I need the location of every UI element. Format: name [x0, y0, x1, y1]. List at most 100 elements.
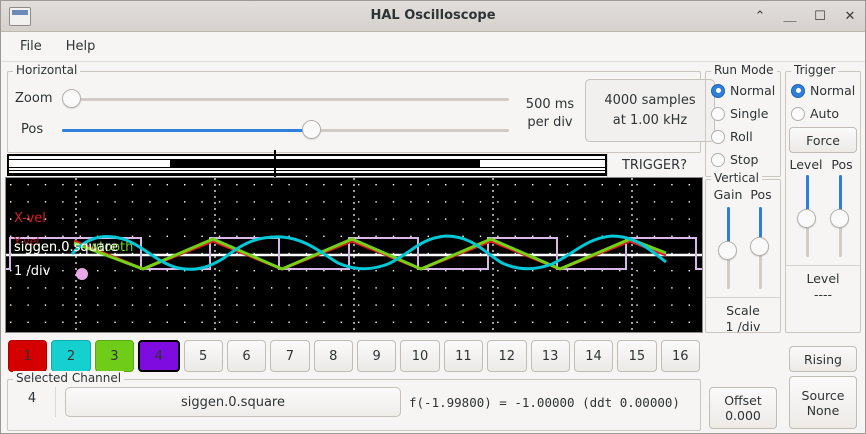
- trigger-source-value: None: [806, 402, 840, 418]
- cursor-dot: [76, 268, 88, 280]
- zoom-slider[interactable]: [62, 89, 509, 109]
- channel-button-6[interactable]: 6: [226, 340, 267, 372]
- trigger-level-slider[interactable]: [797, 175, 817, 257]
- trigger-source-button[interactable]: Source None: [789, 376, 857, 429]
- channel-button-8[interactable]: 8: [313, 340, 353, 372]
- time-per-div-unit: per div: [527, 115, 573, 130]
- trigger-level-title: Level: [806, 271, 840, 286]
- menu-help[interactable]: Help: [65, 39, 96, 54]
- vertical-separator: [706, 297, 780, 298]
- channel-button-5[interactable]: 5: [183, 340, 223, 372]
- scope-grid-verticals: [75, 178, 633, 332]
- selected-channel-legend: Selected Channel: [13, 371, 125, 385]
- vertical-pos-fill: [758, 207, 762, 245]
- force-trigger-button[interactable]: Force: [789, 127, 857, 153]
- run-mode-option-stop[interactable]: Stop: [705, 148, 781, 171]
- trace-cyan: [70, 234, 667, 271]
- vertical-pos-slider[interactable]: [750, 207, 770, 289]
- selected-channel-panel: Selected Channel 4 siggen.0.square f(-1.…: [7, 371, 701, 431]
- trigger-panel: Trigger Normal Auto Force Level Pos: [785, 63, 861, 333]
- window-icon: [9, 6, 31, 26]
- vertical-panel: Vertical Gain Pos Scale 1 /div: [705, 171, 781, 335]
- selected-channel-divider: [55, 387, 56, 417]
- vertical-pos-knob[interactable]: [750, 237, 769, 256]
- channel-button-16[interactable]: 16: [660, 340, 700, 372]
- zoom-slider-track: [62, 98, 509, 101]
- run-mode-label-normal: Normal: [730, 83, 776, 98]
- channel-button-1[interactable]: 1: [8, 340, 48, 372]
- scope-canvas: [6, 178, 702, 332]
- channel-button-14[interactable]: 14: [573, 340, 614, 372]
- run-mode-option-normal[interactable]: Normal: [705, 79, 781, 102]
- window-title: HAL Oscilloscope: [370, 8, 496, 23]
- vertical-gain-slider[interactable]: [718, 207, 738, 289]
- menubar: File Help: [1, 32, 865, 62]
- trigger-pos-slider-label: Pos: [831, 157, 853, 172]
- run-mode-label-roll: Roll: [730, 129, 753, 144]
- selected-channel-border: [7, 379, 701, 431]
- menu-file[interactable]: File: [20, 39, 42, 54]
- radio-icon-roll[interactable]: [711, 129, 725, 144]
- vertical-scale-readout[interactable]: Scale 1 /div: [705, 303, 781, 335]
- pos-slider-knob[interactable]: [302, 120, 321, 139]
- trigger-source-title: Source: [801, 387, 845, 403]
- channel-button-9[interactable]: 9: [357, 340, 397, 372]
- radio-icon-trigger-normal[interactable]: [791, 83, 805, 98]
- close-button[interactable]: ✕: [844, 8, 856, 24]
- sample-scrollbar-cursor[interactable]: [274, 150, 277, 180]
- horizontal-legend: Horizontal: [13, 63, 81, 77]
- sample-scrollbar-thumb[interactable]: [169, 159, 480, 168]
- vertical-gain-label: Gain: [713, 187, 743, 202]
- channel-button-11[interactable]: 11: [443, 340, 484, 372]
- maximize-button[interactable]: ☐: [814, 8, 826, 24]
- horizontal-panel: Horizontal Zoom Pos 500 ms per div 4000 …: [7, 63, 715, 153]
- channel-button-4[interactable]: 4: [138, 340, 180, 372]
- run-mode-legend: Run Mode: [711, 63, 777, 77]
- run-mode-option-single[interactable]: Single: [705, 102, 781, 125]
- offset-value: 0.000: [725, 408, 761, 423]
- time-per-div-value: 500 ms: [525, 97, 575, 112]
- titlebar: HAL Oscilloscope ⌃ ＿ ☐ ✕: [1, 1, 865, 32]
- trigger-level-slider-label: Level: [789, 157, 823, 172]
- channel-button-13[interactable]: 13: [530, 340, 570, 372]
- channel-button-15[interactable]: 15: [617, 340, 657, 372]
- minimize-button[interactable]: ＿: [783, 8, 797, 24]
- channel-button-7[interactable]: 7: [270, 340, 310, 372]
- radio-icon-trigger-auto[interactable]: [791, 106, 805, 121]
- vertical-pos-label: Pos: [750, 187, 772, 202]
- trigger-level-knob[interactable]: [797, 209, 816, 228]
- channel-button-12[interactable]: 12: [487, 340, 527, 372]
- radio-icon-normal[interactable]: [711, 83, 725, 98]
- zoom-label: Zoom: [15, 91, 53, 106]
- trigger-option-normal[interactable]: Normal: [785, 79, 861, 102]
- run-mode-label-single: Single: [730, 106, 769, 121]
- sample-scrollbar[interactable]: [7, 150, 607, 180]
- run-mode-label-stop: Stop: [730, 152, 759, 167]
- offset-title: Offset: [724, 393, 762, 408]
- pos-slider[interactable]: [62, 120, 509, 140]
- trigger-level-readout: Level ----: [785, 271, 861, 303]
- vertical-scale-title: Scale: [726, 303, 760, 318]
- window-controls: ⌃ ＿ ☐ ✕: [753, 1, 857, 31]
- trigger-level-value: ----: [813, 287, 833, 302]
- samples-info-box[interactable]: 4000 samples at 1.00 kHz: [585, 79, 715, 142]
- selected-channel-signal-button[interactable]: siggen.0.square: [65, 387, 401, 417]
- shade-button[interactable]: ⌃: [754, 8, 766, 24]
- channel-button-10[interactable]: 10: [400, 340, 440, 372]
- channel-button-2[interactable]: 2: [51, 340, 91, 372]
- offset-button[interactable]: Offset 0.000: [709, 387, 777, 429]
- selected-channel-expression: f(-1.99800) = -1.00000 (ddt 0.00000): [409, 394, 680, 410]
- channel-button-3[interactable]: 3: [94, 340, 135, 372]
- run-mode-option-roll[interactable]: Roll: [705, 125, 781, 148]
- trigger-pos-knob[interactable]: [830, 209, 849, 228]
- vertical-gain-knob[interactable]: [718, 241, 737, 260]
- radio-icon-single[interactable]: [711, 106, 725, 121]
- trigger-edge-button[interactable]: Rising: [789, 346, 857, 372]
- scope-display[interactable]: X-vel Y-vel siggen.0.sawtooth siggen.0.s…: [5, 177, 703, 333]
- zoom-slider-knob[interactable]: [62, 89, 81, 108]
- trigger-option-auto[interactable]: Auto: [785, 102, 861, 125]
- trigger-pos-slider[interactable]: [830, 175, 850, 257]
- pos-slider-fill: [62, 129, 312, 132]
- radio-icon-stop[interactable]: [711, 152, 725, 167]
